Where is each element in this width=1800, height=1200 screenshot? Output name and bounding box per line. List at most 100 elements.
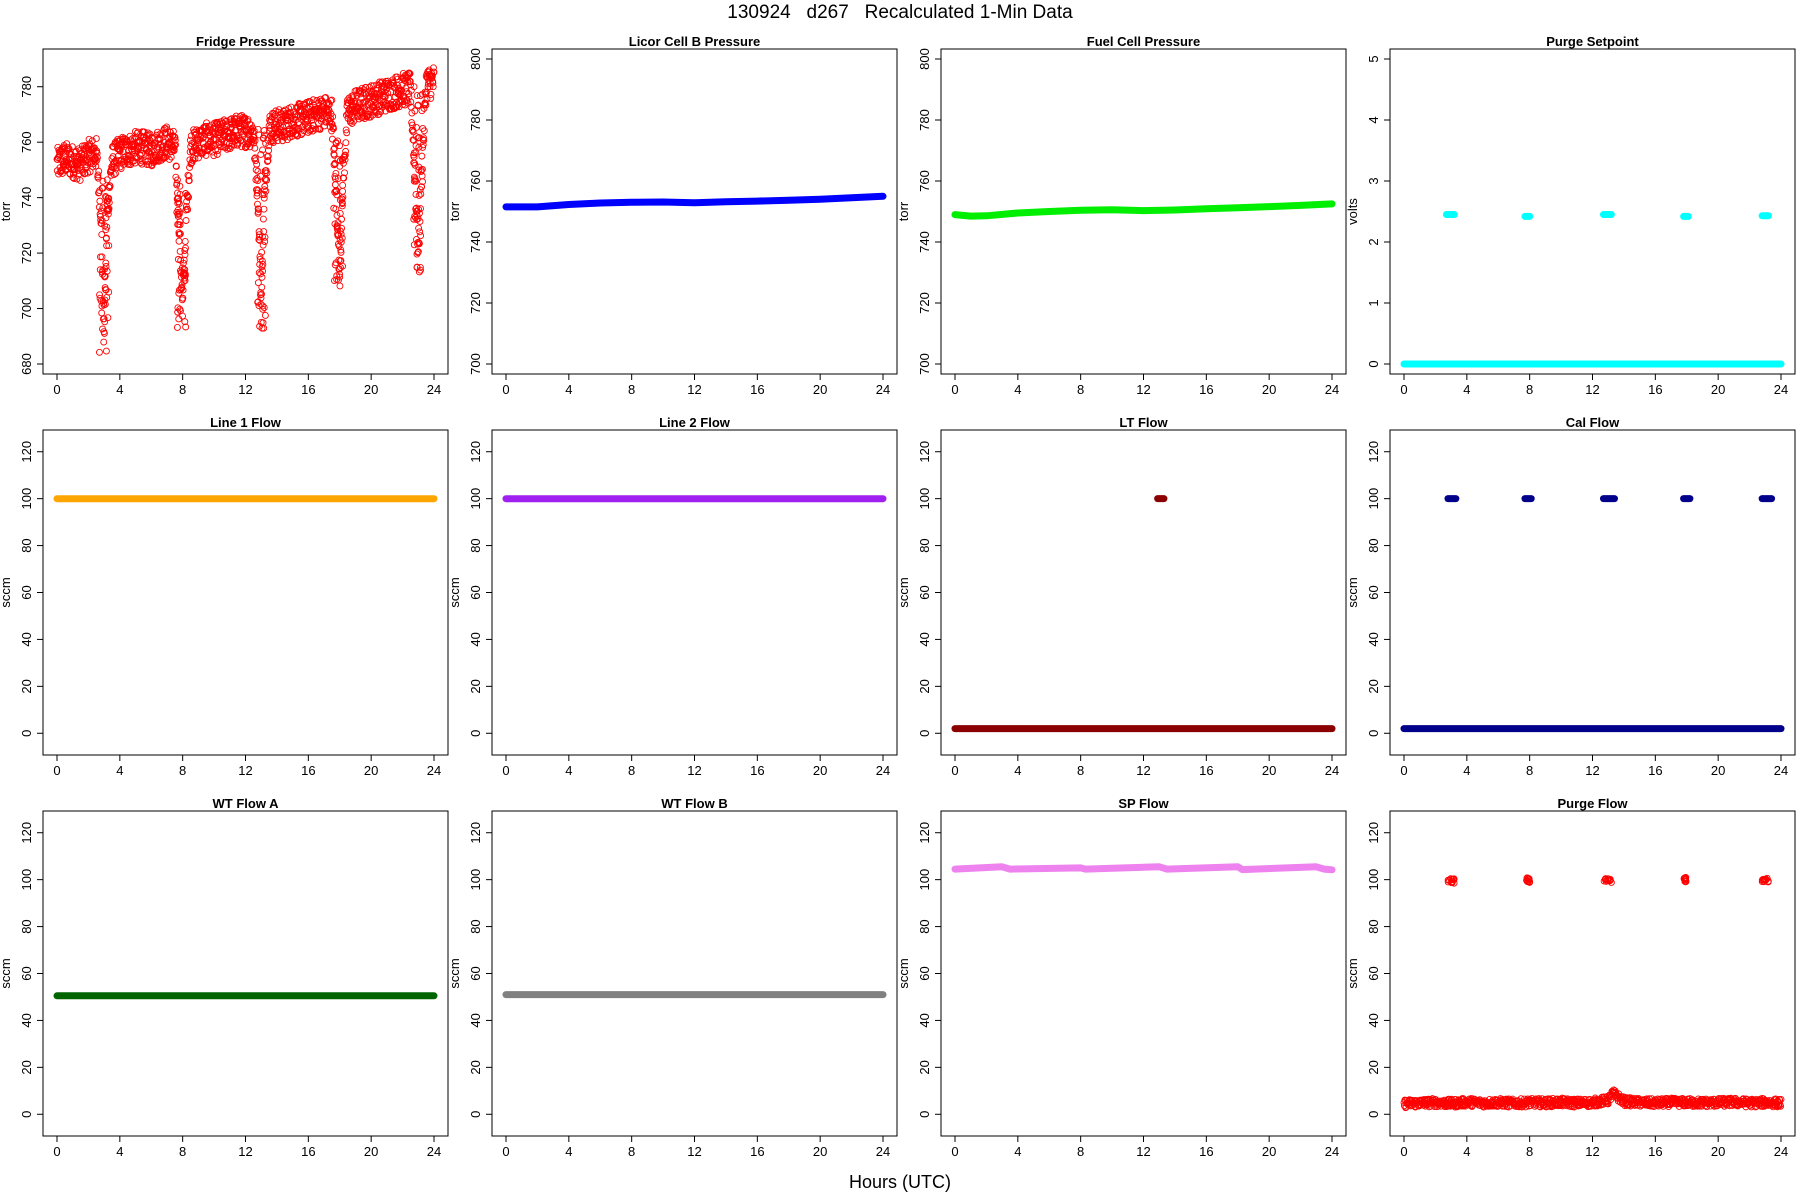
x-tick-label: 12 — [1136, 382, 1150, 397]
data-point — [419, 141, 427, 149]
y-axis-label: volts — [1345, 198, 1360, 225]
data-point — [96, 197, 104, 205]
data-point — [185, 177, 193, 185]
data-point — [102, 347, 110, 355]
data-point — [98, 231, 106, 238]
data-point — [339, 187, 347, 195]
data-points — [1400, 495, 1785, 733]
data-point — [384, 89, 392, 97]
data-point — [143, 161, 151, 169]
y-tick-label: 1 — [1366, 299, 1381, 306]
panel-title: Purge Setpoint — [1546, 34, 1639, 49]
y-tick-label: 100 — [19, 488, 34, 510]
data-point — [185, 172, 193, 180]
data-point — [254, 205, 262, 213]
y-tick-label: 100 — [917, 488, 932, 510]
y-tick-label: 60 — [468, 585, 483, 599]
data-point — [1762, 876, 1770, 884]
panel-fuel-cell-pressure: Fuel Cell Pressure torr 0 4 8 12 16 20 24 700 720 7… — [896, 34, 1347, 397]
x-tick-label: 0 — [53, 1144, 60, 1159]
x-tick-label: 0 — [53, 763, 60, 778]
x-tick-label: 16 — [750, 763, 764, 778]
data-point — [96, 266, 104, 274]
data-point — [412, 133, 420, 140]
data-point — [428, 72, 436, 80]
data-point — [126, 152, 133, 160]
data-point — [415, 224, 423, 232]
y-tick-label: 760 — [19, 131, 34, 153]
data-point — [336, 142, 344, 150]
data-point — [163, 152, 171, 160]
data-point — [329, 113, 337, 121]
y-tick-label: 740 — [468, 231, 483, 253]
data-point — [409, 128, 417, 136]
data-point — [393, 103, 401, 111]
data-point — [98, 309, 106, 317]
data-point — [343, 129, 351, 137]
data-point — [253, 160, 261, 168]
y-tick-label: 0 — [1366, 730, 1381, 737]
data-point — [1777, 1102, 1785, 1110]
data-point — [181, 251, 189, 259]
data-point — [93, 156, 101, 164]
data-point — [131, 159, 139, 167]
x-tick-label: 12 — [238, 382, 252, 397]
data-point — [101, 273, 109, 281]
y-tick-label: 60 — [1366, 966, 1381, 980]
data-point — [255, 269, 263, 277]
data-point — [408, 121, 416, 129]
plot-frame — [42, 429, 449, 756]
data-point — [183, 205, 191, 213]
y-tick-label: 60 — [917, 966, 932, 980]
plot-frame — [940, 429, 1347, 756]
data-point — [171, 133, 178, 141]
y-tick-label: 40 — [468, 632, 483, 646]
data-point — [336, 209, 344, 217]
data-point — [430, 64, 437, 72]
data-point — [88, 137, 96, 145]
x-tick-label: 24 — [876, 1144, 890, 1159]
data-point — [93, 147, 101, 155]
data-point — [254, 167, 262, 175]
data-point — [263, 176, 271, 184]
data-point — [257, 291, 264, 299]
data-point — [260, 324, 268, 332]
data-point — [227, 125, 235, 133]
data-point — [102, 286, 110, 294]
data-point — [174, 194, 182, 202]
data-point — [103, 197, 111, 205]
x-tick-label: 4 — [565, 382, 572, 397]
plot-frame — [491, 810, 898, 1137]
data-point — [333, 222, 341, 230]
data-point — [349, 94, 357, 102]
data-point — [174, 210, 182, 218]
data-point — [321, 122, 329, 130]
data-point — [342, 111, 350, 119]
data-point — [258, 257, 266, 265]
x-tick-label: 12 — [687, 382, 701, 397]
y-tick-label: 740 — [917, 231, 932, 253]
y-axis-label: sccm — [896, 577, 911, 607]
y-tick-label: 720 — [917, 292, 932, 314]
x-tick-label: 0 — [53, 382, 60, 397]
x-tick-label: 20 — [1711, 382, 1725, 397]
x-tick-label: 20 — [364, 1144, 378, 1159]
panel-title: Cal Flow — [1566, 415, 1620, 430]
x-tick-label: 4 — [1463, 1144, 1470, 1159]
data-point — [75, 159, 83, 167]
data-point — [174, 221, 182, 228]
y-tick-label: 700 — [917, 353, 932, 375]
data-point — [166, 132, 174, 140]
x-tick-label: 0 — [951, 1144, 958, 1159]
data-point — [427, 94, 435, 102]
data-point — [198, 150, 206, 158]
data-point — [372, 94, 380, 102]
data-point — [420, 104, 428, 112]
y-tick-label: 100 — [468, 869, 483, 891]
data-point — [92, 135, 100, 143]
y-tick-label: 120 — [917, 822, 932, 844]
data-point — [416, 92, 424, 100]
plot-frame — [940, 810, 1347, 1137]
data-point — [176, 221, 184, 229]
data-point — [182, 190, 190, 197]
